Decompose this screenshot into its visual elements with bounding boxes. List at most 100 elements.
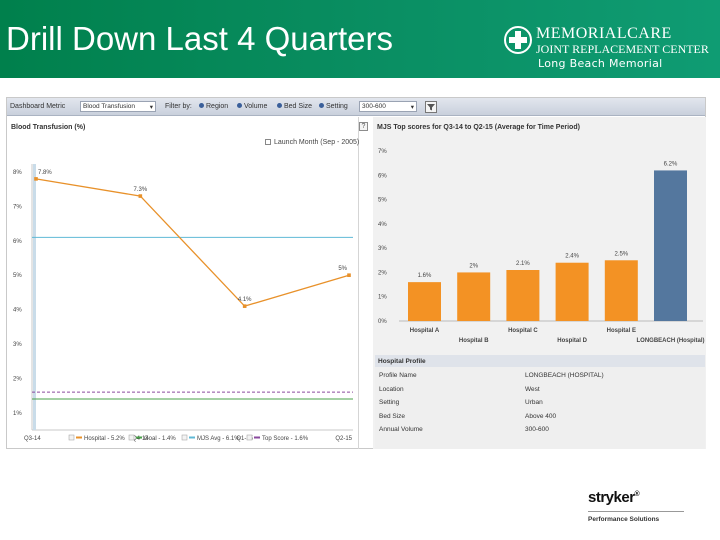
registered-mark: ® xyxy=(634,491,640,498)
y-tick-label: 1% xyxy=(13,411,22,417)
y-tick-label: 4% xyxy=(378,222,387,228)
filter-label: Filter by: xyxy=(165,103,192,110)
filter-bed-size-label: Bed Size xyxy=(284,103,313,110)
y-tick-label: 6% xyxy=(13,239,22,245)
y-tick-label: 3% xyxy=(378,246,387,252)
legend-checkbox xyxy=(246,434,253,441)
metric-select-value: Blood Transfusion xyxy=(83,103,136,110)
logo-line1: MEMORIALCARE xyxy=(536,25,672,42)
radio-icon xyxy=(199,103,204,108)
bar-hospital xyxy=(506,270,540,321)
x-tick-label: LONGBEACH (Hospital) xyxy=(637,338,705,344)
filter-volume-label: Volume xyxy=(244,103,268,110)
x-tick-label: Q1-15 xyxy=(236,436,253,442)
bar-hospital xyxy=(457,272,491,321)
chevron-down-icon: ▾ xyxy=(410,104,414,111)
bar-chart-title: MJS Top scores for Q3-14 to Q2-15 (Avera… xyxy=(377,124,580,131)
volume-select-value: 300-600 xyxy=(362,103,386,110)
memorialcare-logo: MEMORIALCARE JOINT REPLACEMENT CENTER Lo… xyxy=(502,24,714,74)
filter-setting-label: Setting xyxy=(326,103,348,110)
profile-key: Setting xyxy=(379,399,400,406)
checkbox-icon xyxy=(265,139,271,145)
y-tick-label: 2% xyxy=(13,376,22,382)
y-tick-label: 4% xyxy=(13,308,22,314)
hospital-data-label: 7.3% xyxy=(133,187,147,193)
profile-row: Location West xyxy=(375,383,705,396)
launch-month-label: Launch Month (Sep - 2005) xyxy=(274,139,360,146)
hospital-data-label: 5% xyxy=(338,266,347,272)
stryker-name: stryker xyxy=(588,489,635,506)
bar-data-label: 2.5% xyxy=(614,251,628,257)
legend-checkbox xyxy=(181,434,188,441)
bar-hospital xyxy=(604,260,638,321)
metric-select[interactable]: Blood Transfusion ▾ xyxy=(80,101,156,112)
bar-longbeach xyxy=(654,170,687,321)
legend-checkbox xyxy=(128,434,135,441)
profile-key: Location xyxy=(379,385,404,393)
dashboard-screenshot: Dashboard Metric Blood Transfusion ▾ Filt… xyxy=(6,97,706,449)
legend-checkbox xyxy=(68,434,75,441)
y-tick-label: 2% xyxy=(378,270,387,276)
x-tick-label: Hospital D xyxy=(557,338,587,344)
legend-label: Hospital - 5.2% xyxy=(84,436,125,442)
radio-icon xyxy=(319,103,324,108)
y-tick-label: 5% xyxy=(378,198,387,204)
radio-icon xyxy=(237,103,242,108)
x-tick-label: Hospital C xyxy=(508,328,538,334)
profile-value: LONGBEACH (HOSPITAL) xyxy=(525,372,604,379)
bar-data-label: 2.1% xyxy=(516,261,530,267)
hospital-data-point xyxy=(138,194,143,198)
help-icon[interactable]: ? xyxy=(359,122,368,131)
profile-row: Setting Urban xyxy=(375,396,705,409)
logo-line2: JOINT REPLACEMENT CENTER xyxy=(536,42,709,56)
bar-hospital xyxy=(555,262,589,321)
profile-key: Annual Volume xyxy=(379,426,423,433)
stryker-subtitle: Performance Solutions xyxy=(588,516,660,523)
filter-setting[interactable]: Setting xyxy=(319,103,348,110)
hospital-data-point xyxy=(34,177,38,181)
profile-value: West xyxy=(525,385,540,393)
filter-volume[interactable]: Volume xyxy=(237,103,267,110)
legend-label: MJS Avg - 6.1% xyxy=(197,436,240,442)
profile-value: Urban xyxy=(525,399,543,406)
bar-data-label: 2% xyxy=(469,263,478,269)
bar-chart: 7% 6% 5% 4% 3% 2% 1% 0% 1.6% Hospital A 2% Hospital… xyxy=(378,149,705,344)
x-tick-label: Q3-14 xyxy=(24,436,41,442)
hospital-data-label: 7.8% xyxy=(38,170,52,176)
radio-icon xyxy=(277,103,282,108)
line-chart: 8% 7% 6% 5% 4% 3% 2% 1% 7.8% 7.3% 4.1% 5% Q3-14 Q4-14… xyxy=(13,164,353,442)
x-tick-label: Hospital A xyxy=(410,328,440,334)
filter-region[interactable]: Region xyxy=(199,103,228,110)
volume-select[interactable]: 300-600 ▾ xyxy=(359,101,417,112)
y-tick-label: 3% xyxy=(13,342,22,348)
profile-title: Hospital Profile xyxy=(375,355,705,367)
hospital-profile: Hospital Profile Profile Name LONGBEACH (… xyxy=(375,355,705,449)
y-tick-label: 8% xyxy=(13,170,22,176)
filter-icon[interactable] xyxy=(425,101,437,113)
bar-data-label: 6.2% xyxy=(664,161,678,167)
line-chart-title: Blood Transfusion (%) xyxy=(11,124,86,131)
stryker-logo: stryker® Performance Solutions xyxy=(588,489,708,529)
y-tick-label: 6% xyxy=(378,173,387,179)
metric-label: Dashboard Metric xyxy=(10,103,66,110)
profile-row: Annual Volume 300-600 xyxy=(375,423,705,436)
x-tick-label: Hospital E xyxy=(607,328,636,334)
logo-subtitle: Long Beach Memorial xyxy=(538,57,663,70)
filter-bed-size[interactable]: Bed Size xyxy=(277,103,312,110)
profile-row: Bed Size Above 400 xyxy=(375,410,705,423)
medical-cross-icon xyxy=(504,26,532,54)
profile-value: 300-600 xyxy=(525,426,549,433)
y-tick-label: 0% xyxy=(378,319,387,325)
y-tick-label: 7% xyxy=(13,204,22,210)
stryker-rule xyxy=(588,511,684,512)
launch-month-checkbox[interactable]: Launch Month (Sep - 2005) xyxy=(265,139,359,146)
hospital-data-label: 4.1% xyxy=(238,297,252,303)
hospital-data-point xyxy=(347,273,351,277)
y-tick-label: 5% xyxy=(13,273,22,279)
y-tick-label: 1% xyxy=(378,295,387,301)
bar-data-label: 2.4% xyxy=(565,254,579,260)
x-tick-label: Hospital B xyxy=(459,338,489,344)
profile-key: Bed Size xyxy=(379,412,406,420)
dashboard-toolbar: Dashboard Metric Blood Transfusion ▾ Filt… xyxy=(7,98,705,116)
